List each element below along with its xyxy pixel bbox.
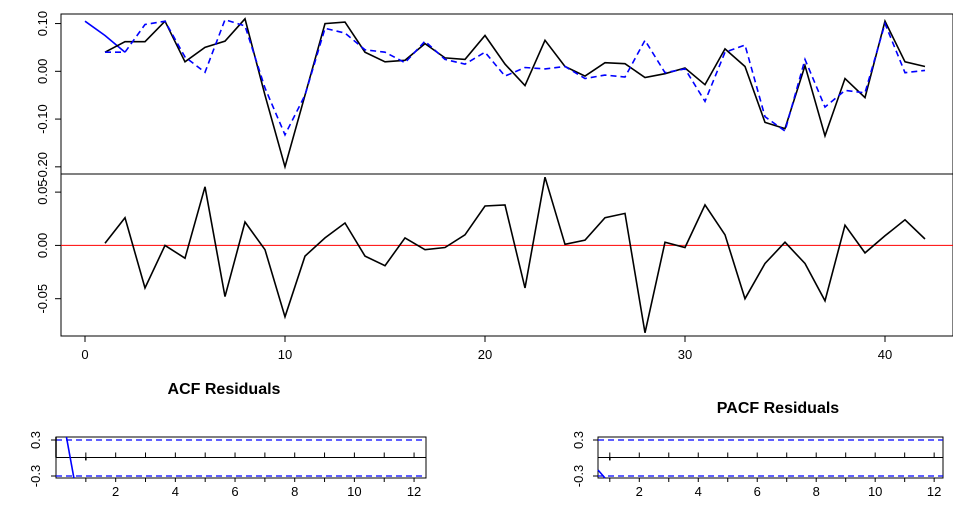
pacf-x-tick-label-5: 12 <box>927 484 941 499</box>
residual-y-tick-label-2: -0.05 <box>35 284 50 314</box>
fitted-series-line-0 <box>84 20 126 53</box>
residual-y-tick-label-1: 0.00 <box>35 233 50 258</box>
acf-y-axis: 0.3 -0.3 <box>28 431 56 487</box>
acf-x-tick-label-5: 12 <box>407 484 421 499</box>
acf-x-axis: 2 4 6 8 10 12 <box>85 478 421 499</box>
residual-x-tick-label-2: 20 <box>478 347 492 362</box>
fitted-y-axis: 0.10 0.00 -0.10 -0.20 <box>35 11 61 182</box>
residual-series-line-0 <box>104 176 926 333</box>
fitted-series-line-1 <box>104 17 926 170</box>
pacf-marks-group <box>597 439 943 479</box>
acf-x-tick-label-2: 6 <box>231 484 238 499</box>
residual-x-tick-label-1: 10 <box>278 347 292 362</box>
fitted-series-line-2 <box>105 18 926 137</box>
residual-y-axis: 0.05 0.00 -0.05 <box>35 179 61 314</box>
fitted-y-tick-label-0: 0.10 <box>35 11 50 36</box>
pacf-y-tick-label-0: 0.3 <box>571 431 586 449</box>
pacf-title: PACF Residuals <box>717 400 840 417</box>
pacf-start-segment <box>597 469 606 479</box>
residual-x-tick-label-4: 40 <box>878 347 892 362</box>
pacf-panel: PACF Residuals 0.3 -0.3 2 4 6 8 10 12 <box>571 400 944 499</box>
pacf-y-tick-label-1: -0.3 <box>571 465 586 487</box>
pacf-x-tick-label-1: 4 <box>695 484 702 499</box>
residual-panel: 0.05 0.00 -0.05 0 10 20 30 40 <box>35 173 953 362</box>
acf-panel: ACF Residuals 0.3 -0.3 2 4 6 8 10 12 <box>28 381 427 499</box>
acf-marks-group <box>55 436 426 479</box>
acf-y-tick-label-0: 0.3 <box>28 431 43 449</box>
acf-title: ACF Residuals <box>168 381 281 398</box>
pacf-x-tick-label-2: 6 <box>754 484 761 499</box>
residual-series-group <box>61 176 953 333</box>
fitted-y-tick-label-1: 0.00 <box>35 59 50 84</box>
residual-y-tick-label-0: 0.05 <box>35 179 50 204</box>
acf-x-tick-label-4: 10 <box>347 484 361 499</box>
acf-x-tick-label-3: 8 <box>291 484 298 499</box>
residual-x-axis: 0 10 20 30 40 <box>81 336 892 362</box>
pacf-x-tick-label-0: 2 <box>636 484 643 499</box>
fitted-y-tick-label-2: -0.10 <box>35 104 50 134</box>
fitted-series-group <box>84 17 926 170</box>
pacf-x-tick-label-3: 8 <box>813 484 820 499</box>
pacf-y-axis: 0.3 -0.3 <box>571 431 598 487</box>
acf-start-segment <box>65 436 75 479</box>
residual-x-tick-label-0: 0 <box>81 347 88 362</box>
fitted-panel: 0.10 0.00 -0.10 -0.20 <box>35 11 953 182</box>
acf-x-tick-label-1: 4 <box>172 484 179 499</box>
fitted-plot-frame <box>60 13 953 175</box>
residual-plot-frame <box>60 173 953 337</box>
acf-y-tick-label-1: -0.3 <box>28 465 43 487</box>
acf-x-tick-label-0: 2 <box>112 484 119 499</box>
residual-x-tick-label-3: 30 <box>678 347 692 362</box>
pacf-x-axis: 2 4 6 8 10 12 <box>609 478 941 499</box>
fitted-y-tick-label-3: -0.20 <box>35 152 50 182</box>
pacf-x-tick-label-4: 10 <box>868 484 882 499</box>
